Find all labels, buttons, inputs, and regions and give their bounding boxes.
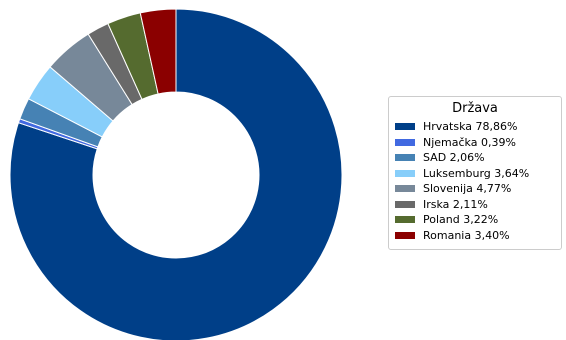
donut-chart [9,8,343,340]
legend: Država Hrvatska 78,86% Njemačka 0,39% SAD … [388,96,562,250]
legend-label-5: Irska 2,11% [423,197,488,211]
legend-label-2: SAD 2,06% [423,151,485,165]
legend-swatch-4 [395,185,415,193]
legend-swatch-6 [395,216,415,224]
legend-label-4: Slovenija 4,77% [423,182,512,196]
legend-title: Država [452,101,498,116]
pie-slice-0 [9,8,343,340]
legend-swatch-5 [395,200,415,208]
legend-item-5: Irska 2,11% [395,197,555,213]
legend-label-6: Poland 3,22% [423,213,499,227]
legend-swatch-7 [395,231,415,239]
legend-label-3: Luksemburg 3,64% [423,166,530,180]
legend-item-6: Poland 3,22% [395,212,555,228]
legend-label-7: Romania 3,40% [423,228,510,242]
legend-label-0: Hrvatska 78,86% [423,120,518,134]
legend-item-3: Luksemburg 3,64% [395,166,555,182]
pie-slice-7 [139,8,177,95]
legend-item-2: SAD 2,06% [395,150,555,166]
legend-swatch-2 [395,154,415,162]
legend-swatch-1 [395,138,415,146]
legend-item-1: Njemačka 0,39% [395,135,555,151]
legend-item-0: Hrvatska 78,86% [395,119,555,135]
legend-swatch-3 [395,169,415,177]
legend-item-4: Slovenija 4,77% [395,181,555,197]
legend-item-7: Romania 3,40% [395,228,555,244]
legend-swatch-0 [395,123,415,131]
legend-label-1: Njemačka 0,39% [423,135,516,149]
